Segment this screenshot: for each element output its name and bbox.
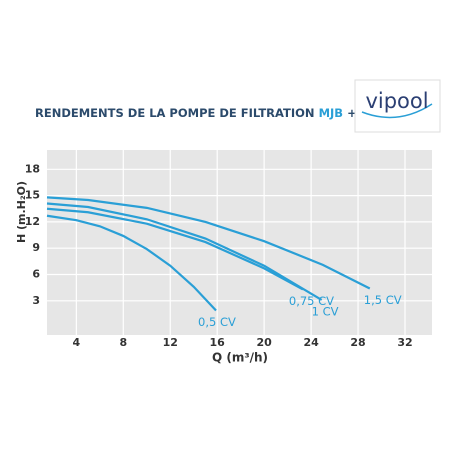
plot-area <box>47 150 432 335</box>
x-tick-label: 8 <box>119 336 127 349</box>
curve <box>46 214 217 312</box>
logo-swoosh <box>361 103 433 119</box>
y-axis-label: H (m.H₂O) <box>15 181 28 243</box>
curve-label: 0,5 CV <box>198 315 236 329</box>
y-tick-label: 9 <box>32 241 40 254</box>
curve <box>46 207 304 291</box>
x-tick-label: 4 <box>73 336 81 349</box>
x-axis-label: Q (m³/h) <box>212 351 268 365</box>
x-tick-label: 16 <box>210 336 226 349</box>
x-tick-label: 28 <box>350 336 365 349</box>
x-tick-label: 20 <box>256 336 272 349</box>
y-tick-label: 15 <box>25 189 40 202</box>
curve-label: 1 CV <box>312 304 339 318</box>
title-part: RENDEMENTS DE LA POMPE DE FILTRATION <box>35 106 315 120</box>
chart-title: RENDEMENTS DE LA POMPE DE FILTRATION MJB… <box>35 106 391 120</box>
y-tick-label: 18 <box>25 162 40 175</box>
curve <box>46 196 371 290</box>
y-tick-label: 6 <box>32 268 40 281</box>
x-tick-label: 32 <box>397 336 412 349</box>
curve-label: 1,5 CV <box>364 293 402 307</box>
logo-box <box>354 79 441 133</box>
x-tick-label: 24 <box>303 336 319 349</box>
y-tick-label: 12 <box>25 215 40 228</box>
curve <box>46 202 323 301</box>
title-part: MJB <box>319 106 344 120</box>
x-tick-label: 12 <box>163 336 178 349</box>
curve-label: 0,75 CV <box>289 294 334 308</box>
logo: vipool <box>365 89 428 113</box>
y-tick-label: 3 <box>32 294 40 307</box>
